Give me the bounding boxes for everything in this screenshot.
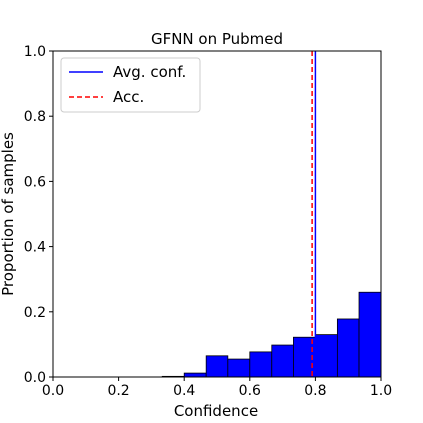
legend: Avg. conf. Acc. <box>60 57 201 113</box>
x-tick-label-2: 0.4 <box>173 383 195 399</box>
x-tick-label-4: 0.8 <box>304 383 326 399</box>
plot-frame <box>52 50 382 378</box>
histogram-bar-3 <box>227 358 251 378</box>
chart-title: GFNN on Pubmed <box>151 30 283 48</box>
histogram-bar-9 <box>358 291 382 378</box>
histogram-bar-5 <box>271 344 294 378</box>
histogram-bar-7 <box>314 334 338 378</box>
y-tick-label-2: 0.4 <box>24 240 46 256</box>
y-axis-label: Proportion of samples <box>0 132 17 296</box>
x-tick-label-5: 1.0 <box>370 383 392 399</box>
x-tick-label-3: 0.6 <box>239 383 261 399</box>
x-tick-label-0: 0.0 <box>42 383 64 399</box>
y-tick-label-0: 0.0 <box>24 370 46 386</box>
y-tick-label-3: 0.6 <box>24 174 46 190</box>
y-axis-ticks: 0.0 0.2 0.4 0.6 0.8 1.0 <box>24 44 53 386</box>
y-tick-label-5: 1.0 <box>24 44 46 60</box>
reference-lines <box>311 51 317 377</box>
y-tick-label-1: 0.2 <box>24 305 46 321</box>
x-axis-ticks: 0.0 0.2 0.4 0.6 0.8 1.0 <box>42 377 392 399</box>
histogram-bar-8 <box>336 318 360 378</box>
legend-label-acc: Acc. <box>113 88 144 106</box>
histogram-bars <box>161 291 382 378</box>
x-tick-label-1: 0.2 <box>107 383 129 399</box>
legend-label-avg-conf: Avg. conf. <box>113 63 186 81</box>
histogram-bar-2 <box>205 355 229 378</box>
x-axis-label: Confidence <box>174 402 258 420</box>
histogram-bar-4 <box>249 351 273 378</box>
y-tick-label-4: 0.8 <box>24 109 46 125</box>
histogram-bar-1 <box>183 372 207 378</box>
